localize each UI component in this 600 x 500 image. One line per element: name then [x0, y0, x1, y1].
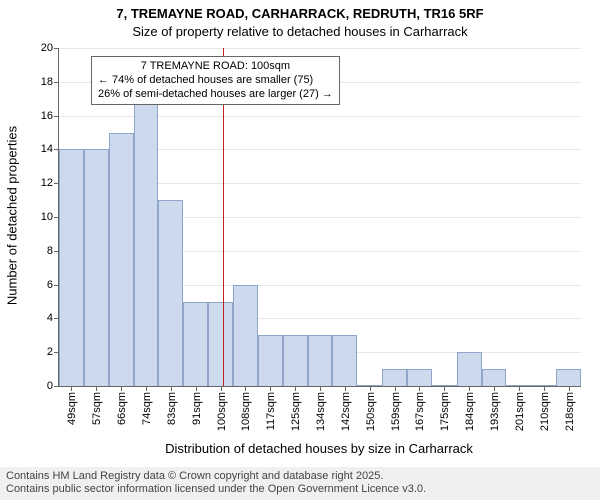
x-tick-mark — [270, 386, 271, 391]
x-tick-mark — [494, 386, 495, 391]
x-tick-label: 66sqm — [114, 392, 128, 425]
x-tick-mark — [419, 386, 420, 391]
x-tick-label: 91sqm — [189, 392, 203, 425]
x-tick-mark — [171, 386, 172, 391]
bar — [283, 335, 308, 386]
x-tick-label: 134sqm — [313, 392, 327, 431]
x-tick-label: 159sqm — [388, 392, 402, 431]
x-tick-mark — [245, 386, 246, 391]
x-tick-label: 201sqm — [512, 392, 526, 431]
y-tick-label: 0 — [47, 380, 59, 392]
chart-title: 7, TREMAYNE ROAD, CARHARRACK, REDRUTH, T… — [0, 6, 600, 21]
x-tick-label: 49sqm — [64, 392, 78, 425]
x-tick-mark — [96, 386, 97, 391]
bar — [134, 99, 159, 386]
footer-line-1: Contains HM Land Registry data © Crown c… — [6, 470, 594, 484]
x-tick-label: 57sqm — [89, 392, 103, 425]
bar — [482, 369, 507, 386]
x-tick-mark — [71, 386, 72, 391]
footer-line-2: Contains public sector information licen… — [6, 483, 594, 497]
bar — [308, 335, 333, 386]
annotation-line-2: ← 74% of detached houses are smaller (75… — [98, 74, 333, 88]
x-tick-mark — [569, 386, 570, 391]
x-tick-label: 125sqm — [288, 392, 302, 431]
x-tick-label: 210sqm — [537, 392, 551, 431]
x-tick-label: 150sqm — [363, 392, 377, 431]
annotation-line-3: 26% of semi-detached houses are larger (… — [98, 88, 333, 102]
y-tick-label: 6 — [47, 279, 59, 291]
x-tick-mark — [444, 386, 445, 391]
x-tick-mark — [395, 386, 396, 391]
y-tick-label: 20 — [41, 42, 59, 54]
x-tick-label: 117sqm — [263, 392, 277, 430]
x-tick-label: 167sqm — [412, 392, 426, 431]
x-tick-mark — [469, 386, 470, 391]
y-tick-label: 14 — [41, 143, 59, 155]
bar — [332, 335, 357, 386]
x-tick-label: 83sqm — [164, 392, 178, 425]
bar — [84, 149, 109, 386]
bar — [407, 369, 432, 386]
x-tick-mark — [320, 386, 321, 391]
bar — [233, 285, 258, 386]
x-tick-mark — [544, 386, 545, 391]
x-tick-label: 175sqm — [437, 392, 451, 431]
y-tick-label: 10 — [41, 211, 59, 223]
bar — [109, 133, 134, 387]
x-tick-mark — [345, 386, 346, 391]
x-tick-label: 193sqm — [487, 392, 501, 431]
y-tick-label: 18 — [41, 76, 59, 88]
x-tick-mark — [519, 386, 520, 391]
bar — [457, 352, 482, 386]
x-tick-mark — [370, 386, 371, 391]
plot-area: 0246810121416182049sqm57sqm66sqm74sqm83s… — [58, 48, 581, 387]
bar — [258, 335, 283, 386]
bar — [208, 302, 233, 387]
bar — [556, 369, 581, 386]
footer: Contains HM Land Registry data © Crown c… — [0, 467, 600, 500]
x-tick-mark — [221, 386, 222, 391]
chart-subtitle: Size of property relative to detached ho… — [0, 24, 600, 39]
annotation-line-1: 7 TREMAYNE ROAD: 100sqm — [98, 60, 333, 74]
x-tick-label: 108sqm — [238, 392, 252, 431]
x-axis-label: Distribution of detached houses by size … — [58, 441, 580, 456]
bar — [59, 149, 84, 386]
x-tick-label: 218sqm — [562, 392, 576, 431]
y-axis-label: Number of detached properties — [5, 116, 20, 316]
y-tick-label: 16 — [41, 110, 59, 122]
bar — [158, 200, 183, 386]
y-tick-label: 2 — [47, 346, 59, 358]
bar — [382, 369, 407, 386]
x-tick-label: 142sqm — [338, 392, 352, 431]
y-tick-label: 4 — [47, 312, 59, 324]
x-tick-label: 74sqm — [139, 392, 153, 425]
x-tick-mark — [146, 386, 147, 391]
x-tick-mark — [295, 386, 296, 391]
y-tick-label: 12 — [41, 177, 59, 189]
y-tick-label: 8 — [47, 245, 59, 257]
chart-container: 7, TREMAYNE ROAD, CARHARRACK, REDRUTH, T… — [0, 0, 600, 500]
x-tick-mark — [121, 386, 122, 391]
x-tick-label: 184sqm — [462, 392, 476, 431]
x-tick-mark — [196, 386, 197, 391]
annotation-box: 7 TREMAYNE ROAD: 100sqm ← 74% of detache… — [91, 56, 340, 105]
x-tick-label: 100sqm — [214, 392, 228, 431]
bar — [183, 302, 208, 387]
gridline — [59, 48, 581, 49]
